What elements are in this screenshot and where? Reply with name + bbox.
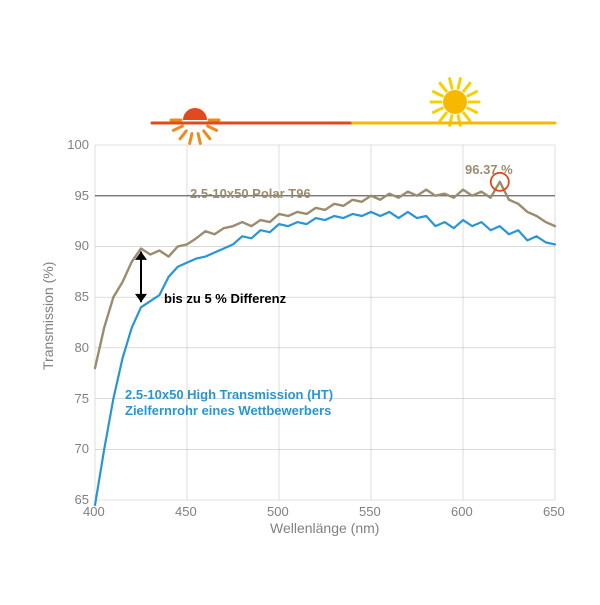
peak-label: 96.37 % (465, 162, 513, 178)
y-tick-label: 75 (75, 391, 89, 406)
y-axis-label: Transmission (%) (40, 262, 56, 370)
x-axis-label: Wellenlänge (nm) (270, 520, 379, 536)
x-tick-label: 500 (267, 504, 289, 519)
y-tick-label: 70 (75, 441, 89, 456)
competitor-label-line2: Zielfernrohr eines Wettbewerbers (125, 403, 331, 418)
transmission-chart: Transmission (%) Wellenlänge (nm) 2.5-10… (0, 0, 600, 600)
polar-series-label: 2.5-10x50 Polar T96 (190, 186, 311, 202)
y-tick-label: 100 (67, 137, 89, 152)
y-tick-label: 85 (75, 289, 89, 304)
difference-annotation: bis zu 5 % Differenz (164, 291, 286, 307)
y-tick-label: 90 (75, 238, 89, 253)
x-tick-label: 450 (175, 504, 197, 519)
competitor-series-label: 2.5-10x50 High Transmission (HT) Zielfer… (125, 387, 333, 420)
y-tick-label: 95 (75, 188, 89, 203)
competitor-label-line1: 2.5-10x50 High Transmission (HT) (125, 387, 333, 402)
y-tick-label: 65 (75, 492, 89, 507)
x-tick-label: 650 (543, 504, 565, 519)
x-tick-label: 600 (451, 504, 473, 519)
x-tick-label: 550 (359, 504, 381, 519)
y-tick-label: 80 (75, 340, 89, 355)
